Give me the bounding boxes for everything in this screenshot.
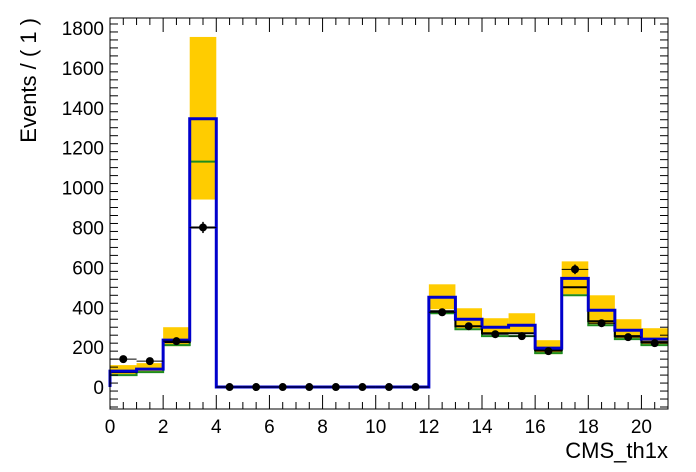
y-tick-label: 1400 bbox=[62, 99, 104, 120]
data-point bbox=[438, 308, 447, 317]
data-point bbox=[225, 383, 234, 392]
band-bin bbox=[508, 313, 536, 333]
x-tick-label: 16 bbox=[525, 417, 546, 438]
data-point bbox=[172, 337, 181, 346]
x-tick-label: 18 bbox=[578, 417, 599, 438]
y-tick-label: 1800 bbox=[62, 19, 104, 40]
x-tick-label: 12 bbox=[418, 417, 439, 438]
data-point bbox=[385, 383, 393, 392]
data-point bbox=[464, 322, 473, 331]
y-tick-label: 800 bbox=[72, 218, 104, 239]
step-blue-line bbox=[108, 117, 668, 389]
data-point bbox=[411, 383, 420, 392]
y-tick-label: 1200 bbox=[62, 139, 104, 160]
data-point bbox=[491, 330, 500, 339]
data-points-layer bbox=[110, 221, 668, 392]
x-tick-label: 0 bbox=[105, 417, 116, 438]
y-tick-label: 1600 bbox=[62, 59, 104, 80]
y-axis-ticks: 0 200 400 600 800 1000 1200 1400 1600 1800 bbox=[62, 19, 668, 408]
y-tick-label: 1000 bbox=[62, 179, 104, 200]
x-tick-label: 6 bbox=[264, 417, 275, 438]
y-axis-title: Events / ( 1 ) bbox=[16, 18, 41, 143]
data-point bbox=[571, 265, 579, 274]
data-point bbox=[597, 319, 606, 328]
data-point bbox=[650, 339, 659, 348]
data-point bbox=[358, 383, 367, 392]
x-tick-label: 20 bbox=[631, 417, 652, 438]
data-point bbox=[119, 355, 128, 364]
data-point bbox=[624, 333, 633, 342]
data-point bbox=[544, 347, 553, 356]
step-black-line bbox=[109, 226, 668, 389]
data-point bbox=[145, 357, 154, 366]
y-tick-label: 600 bbox=[72, 258, 104, 279]
y-tick-label: 0 bbox=[93, 378, 104, 399]
data-point bbox=[305, 383, 314, 392]
x-tick-label: 4 bbox=[211, 417, 222, 438]
data-point bbox=[252, 383, 261, 392]
x-tick-label: 2 bbox=[158, 417, 169, 438]
data-point bbox=[278, 383, 287, 392]
uncertainty-band-layer bbox=[110, 36, 668, 375]
data-point bbox=[331, 383, 340, 392]
data-point bbox=[517, 332, 526, 341]
y-tick-label: 400 bbox=[72, 298, 104, 319]
data-point bbox=[199, 223, 207, 232]
y-tick-label: 200 bbox=[72, 338, 104, 359]
x-axis-title: CMS_th1x bbox=[565, 438, 668, 463]
x-tick-label: 8 bbox=[317, 417, 328, 438]
x-tick-label: 14 bbox=[471, 417, 493, 438]
x-tick-label: 10 bbox=[365, 417, 386, 438]
x-axis-ticks: 0 2 4 6 8 10 12 14 16 18 20 bbox=[105, 18, 669, 438]
